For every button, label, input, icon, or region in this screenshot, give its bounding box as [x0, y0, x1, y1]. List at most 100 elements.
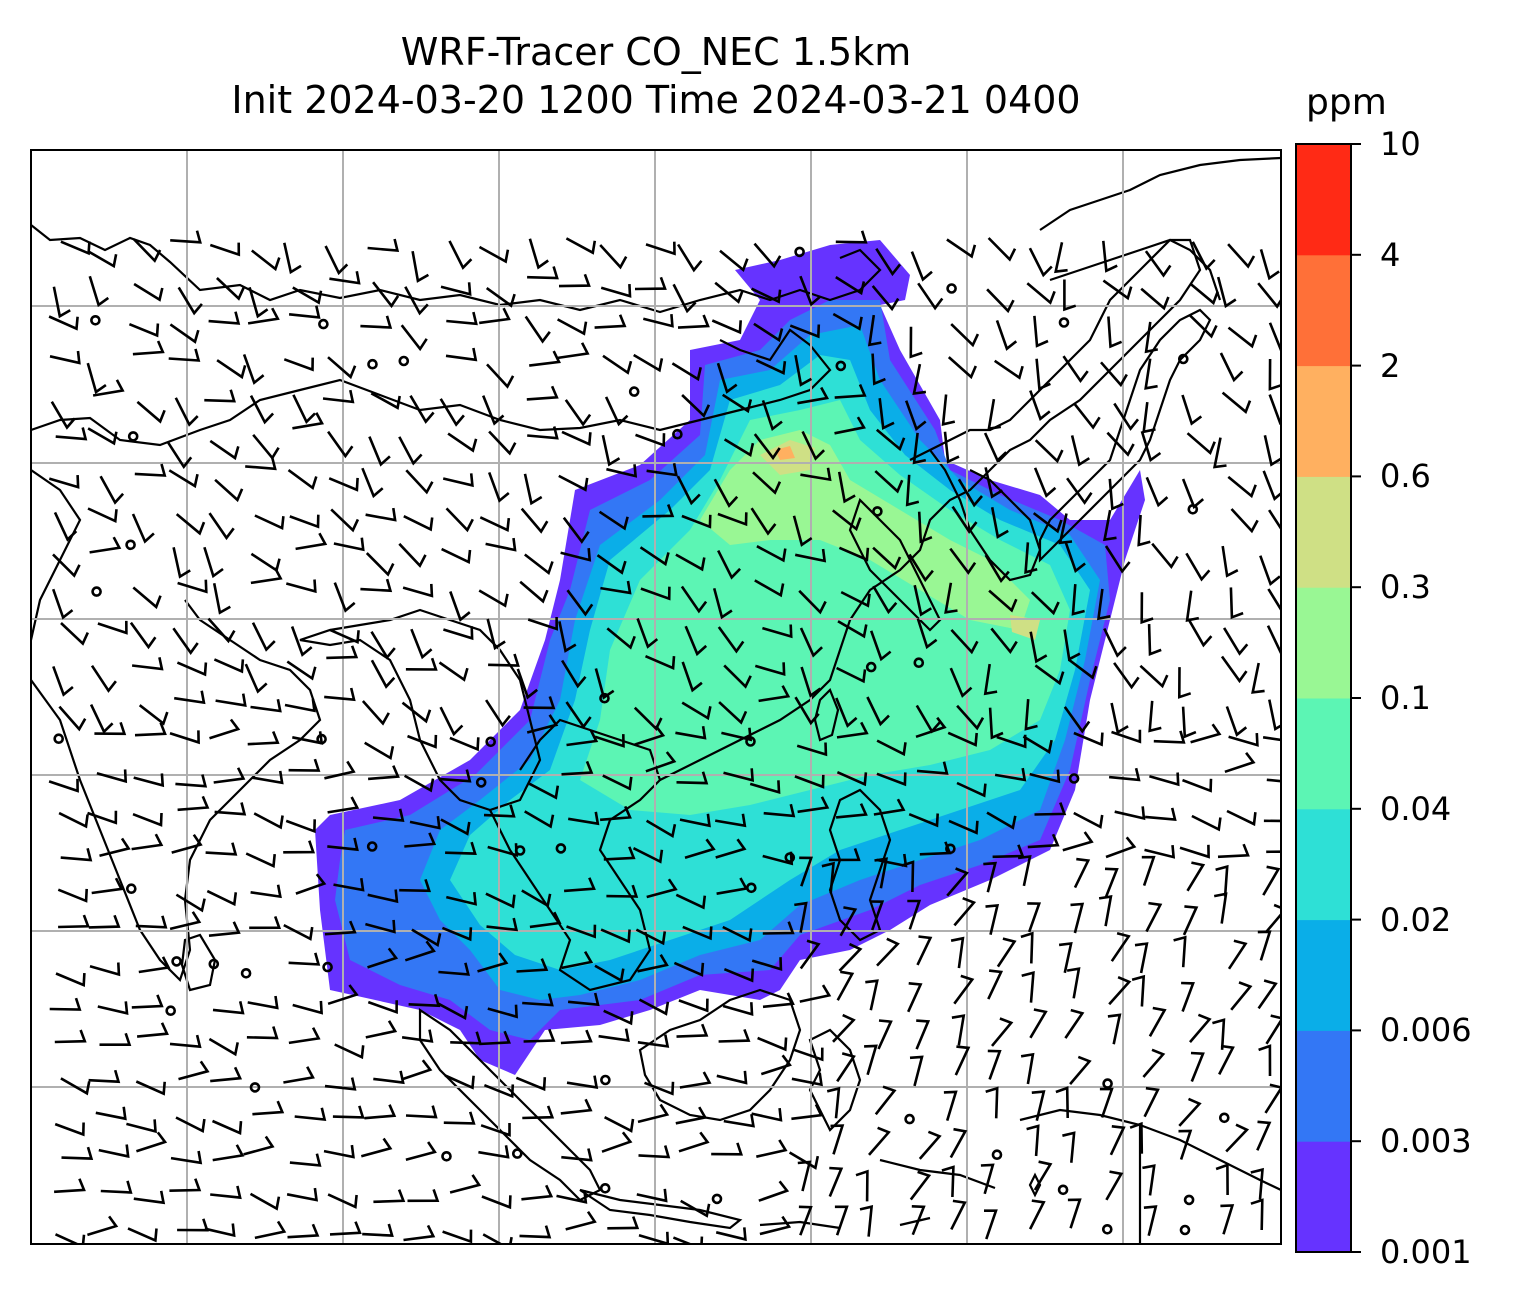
wind-barb — [1134, 942, 1149, 974]
wind-barb — [402, 583, 434, 598]
wind-barb — [398, 542, 427, 568]
wind-barb — [54, 1122, 85, 1137]
wind-barb — [1268, 699, 1281, 732]
calm-wind-marker — [91, 586, 102, 597]
wind-barb — [1105, 836, 1137, 859]
wind-barb — [245, 852, 276, 868]
wind-barb — [1219, 352, 1244, 383]
wind-barb — [604, 1116, 635, 1133]
coast-islands — [759, 1158, 1042, 1230]
wind-barb — [1227, 475, 1257, 499]
wind-barb — [762, 851, 794, 866]
wind-barb — [327, 430, 354, 459]
wind-barb — [947, 731, 978, 747]
wind-barb — [1105, 1170, 1124, 1201]
wind-barb — [1144, 321, 1159, 354]
wind-barb — [1069, 1055, 1092, 1085]
wind-barb — [362, 1223, 394, 1237]
wind-barb — [485, 892, 516, 909]
wind-barb — [1102, 279, 1133, 301]
wind-barb — [1034, 664, 1065, 686]
wind-barb — [216, 359, 247, 380]
wind-barb — [292, 286, 323, 305]
wind-barb — [528, 782, 560, 800]
wind-barb — [134, 463, 167, 477]
wind-barb — [753, 433, 781, 461]
wind-barb — [1017, 854, 1032, 887]
wind-barb — [449, 591, 471, 622]
wind-barb — [58, 811, 89, 829]
wind-barb — [1149, 772, 1180, 787]
wind-barb — [872, 585, 898, 615]
wind-barb — [1264, 903, 1281, 934]
wind-barb — [528, 238, 549, 270]
wind-barb — [252, 1100, 285, 1116]
wind-barb — [1024, 542, 1038, 575]
wind-barb — [794, 354, 813, 387]
wind-barb — [758, 685, 791, 703]
wind-barb — [835, 276, 866, 296]
wind-barb — [447, 432, 478, 453]
wind-barb — [712, 587, 733, 620]
wind-barb — [838, 546, 870, 562]
wind-barb — [1073, 857, 1091, 889]
wind-barb — [361, 467, 384, 499]
wind-barb — [329, 628, 360, 645]
wind-barb — [987, 398, 1002, 431]
wind-barb — [367, 1000, 398, 1015]
wind-barb — [723, 768, 755, 783]
wind-barb — [676, 243, 703, 273]
wind-barb — [901, 860, 915, 893]
wind-barb — [440, 282, 472, 297]
wind-barb — [1257, 930, 1272, 961]
wind-barb — [401, 1059, 433, 1081]
wind-barb — [600, 580, 632, 595]
wind-barb — [1230, 508, 1259, 534]
wind-barb — [439, 398, 465, 427]
wind-barb — [607, 1216, 640, 1230]
wind-barb — [1058, 513, 1073, 545]
wind-barb — [330, 508, 360, 533]
wind-barb — [176, 661, 208, 677]
wind-barb — [405, 469, 434, 495]
wind-barb — [908, 553, 934, 583]
wind-barb — [250, 884, 282, 899]
wind-barb — [601, 434, 621, 467]
wind-barb — [909, 1055, 924, 1087]
wind-barb — [1021, 970, 1035, 1003]
wind-barb — [1024, 699, 1038, 731]
calm-wind-marker — [1178, 353, 1189, 365]
wind-barb — [48, 315, 79, 331]
wind-barb — [329, 271, 361, 285]
wind-barb — [439, 706, 464, 737]
wind-barb — [329, 1221, 362, 1236]
wind-barb — [1178, 1129, 1193, 1160]
wind-barb — [749, 780, 781, 795]
wind-barb — [594, 668, 615, 700]
wind-barb — [761, 399, 783, 432]
wind-barb — [205, 842, 238, 856]
wind-barb — [984, 1209, 998, 1240]
wind-barb — [1230, 981, 1253, 1011]
wind-barb — [400, 324, 428, 352]
wind-barb — [247, 731, 280, 746]
wind-barb — [438, 661, 469, 682]
calm-wind-marker — [165, 1005, 176, 1017]
wind-barb — [560, 659, 587, 689]
wind-barb — [797, 1160, 812, 1192]
wind-barb — [751, 1107, 783, 1122]
wind-barb — [1187, 618, 1213, 648]
calm-wind-marker — [599, 692, 610, 704]
wind-barb — [52, 553, 81, 578]
wind-barb — [990, 507, 1009, 539]
wind-barb — [54, 1029, 87, 1044]
wind-barb — [326, 645, 359, 660]
wind-barb — [1027, 902, 1042, 933]
wind-barb — [479, 516, 511, 533]
wind-barb — [870, 900, 885, 931]
wind-barb — [632, 847, 664, 864]
wind-barb — [941, 1165, 955, 1198]
wind-barb — [594, 314, 627, 329]
wind-barb — [87, 1215, 119, 1237]
wind-barb — [714, 281, 744, 304]
